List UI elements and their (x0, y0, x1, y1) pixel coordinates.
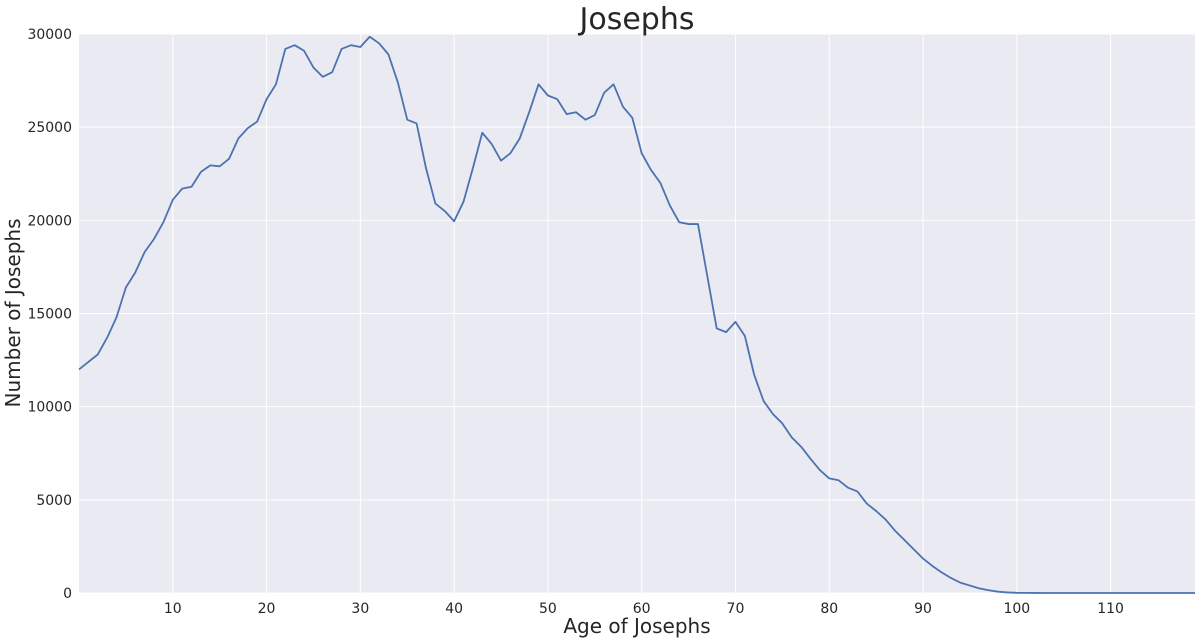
x-tick-label: 10 (164, 601, 182, 617)
x-tick-label: 40 (445, 601, 463, 617)
x-tick-labels: 10 20 30 40 50 60 70 80 90 100 110 (164, 601, 1124, 617)
x-tick-label: 70 (727, 601, 745, 617)
y-tick-label: 15000 (27, 307, 72, 323)
y-axis-title: Number of Josephs (1, 219, 25, 408)
y-tick-labels: 0 5000 10000 15000 20000 25000 30000 (27, 27, 72, 602)
x-tick-label: 90 (914, 601, 932, 617)
grid-lines (79, 33, 1195, 594)
x-tick-label: 100 (1003, 601, 1030, 617)
x-tick-label: 20 (258, 601, 276, 617)
y-tick-label: 30000 (27, 27, 72, 43)
y-tick-label: 5000 (36, 493, 72, 509)
y-tick-label: 25000 (27, 120, 72, 136)
x-tick-label: 110 (1097, 601, 1124, 617)
y-tick-label: 20000 (27, 213, 72, 229)
x-tick-label: 50 (539, 601, 557, 617)
series-line (78, 35, 1195, 594)
y-tick-label: 0 (63, 586, 72, 602)
x-axis-title: Age of Josephs (563, 614, 710, 638)
chart-title: Josephs (578, 2, 695, 37)
y-tick-label: 10000 (27, 400, 72, 416)
x-tick-label: 60 (633, 601, 651, 617)
x-tick-label: 80 (820, 601, 838, 617)
x-tick-label: 30 (351, 601, 369, 617)
